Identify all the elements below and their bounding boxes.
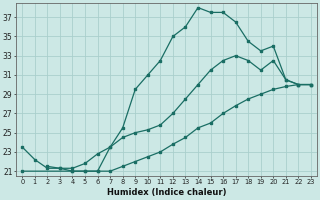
X-axis label: Humidex (Indice chaleur): Humidex (Indice chaleur) bbox=[107, 188, 226, 197]
